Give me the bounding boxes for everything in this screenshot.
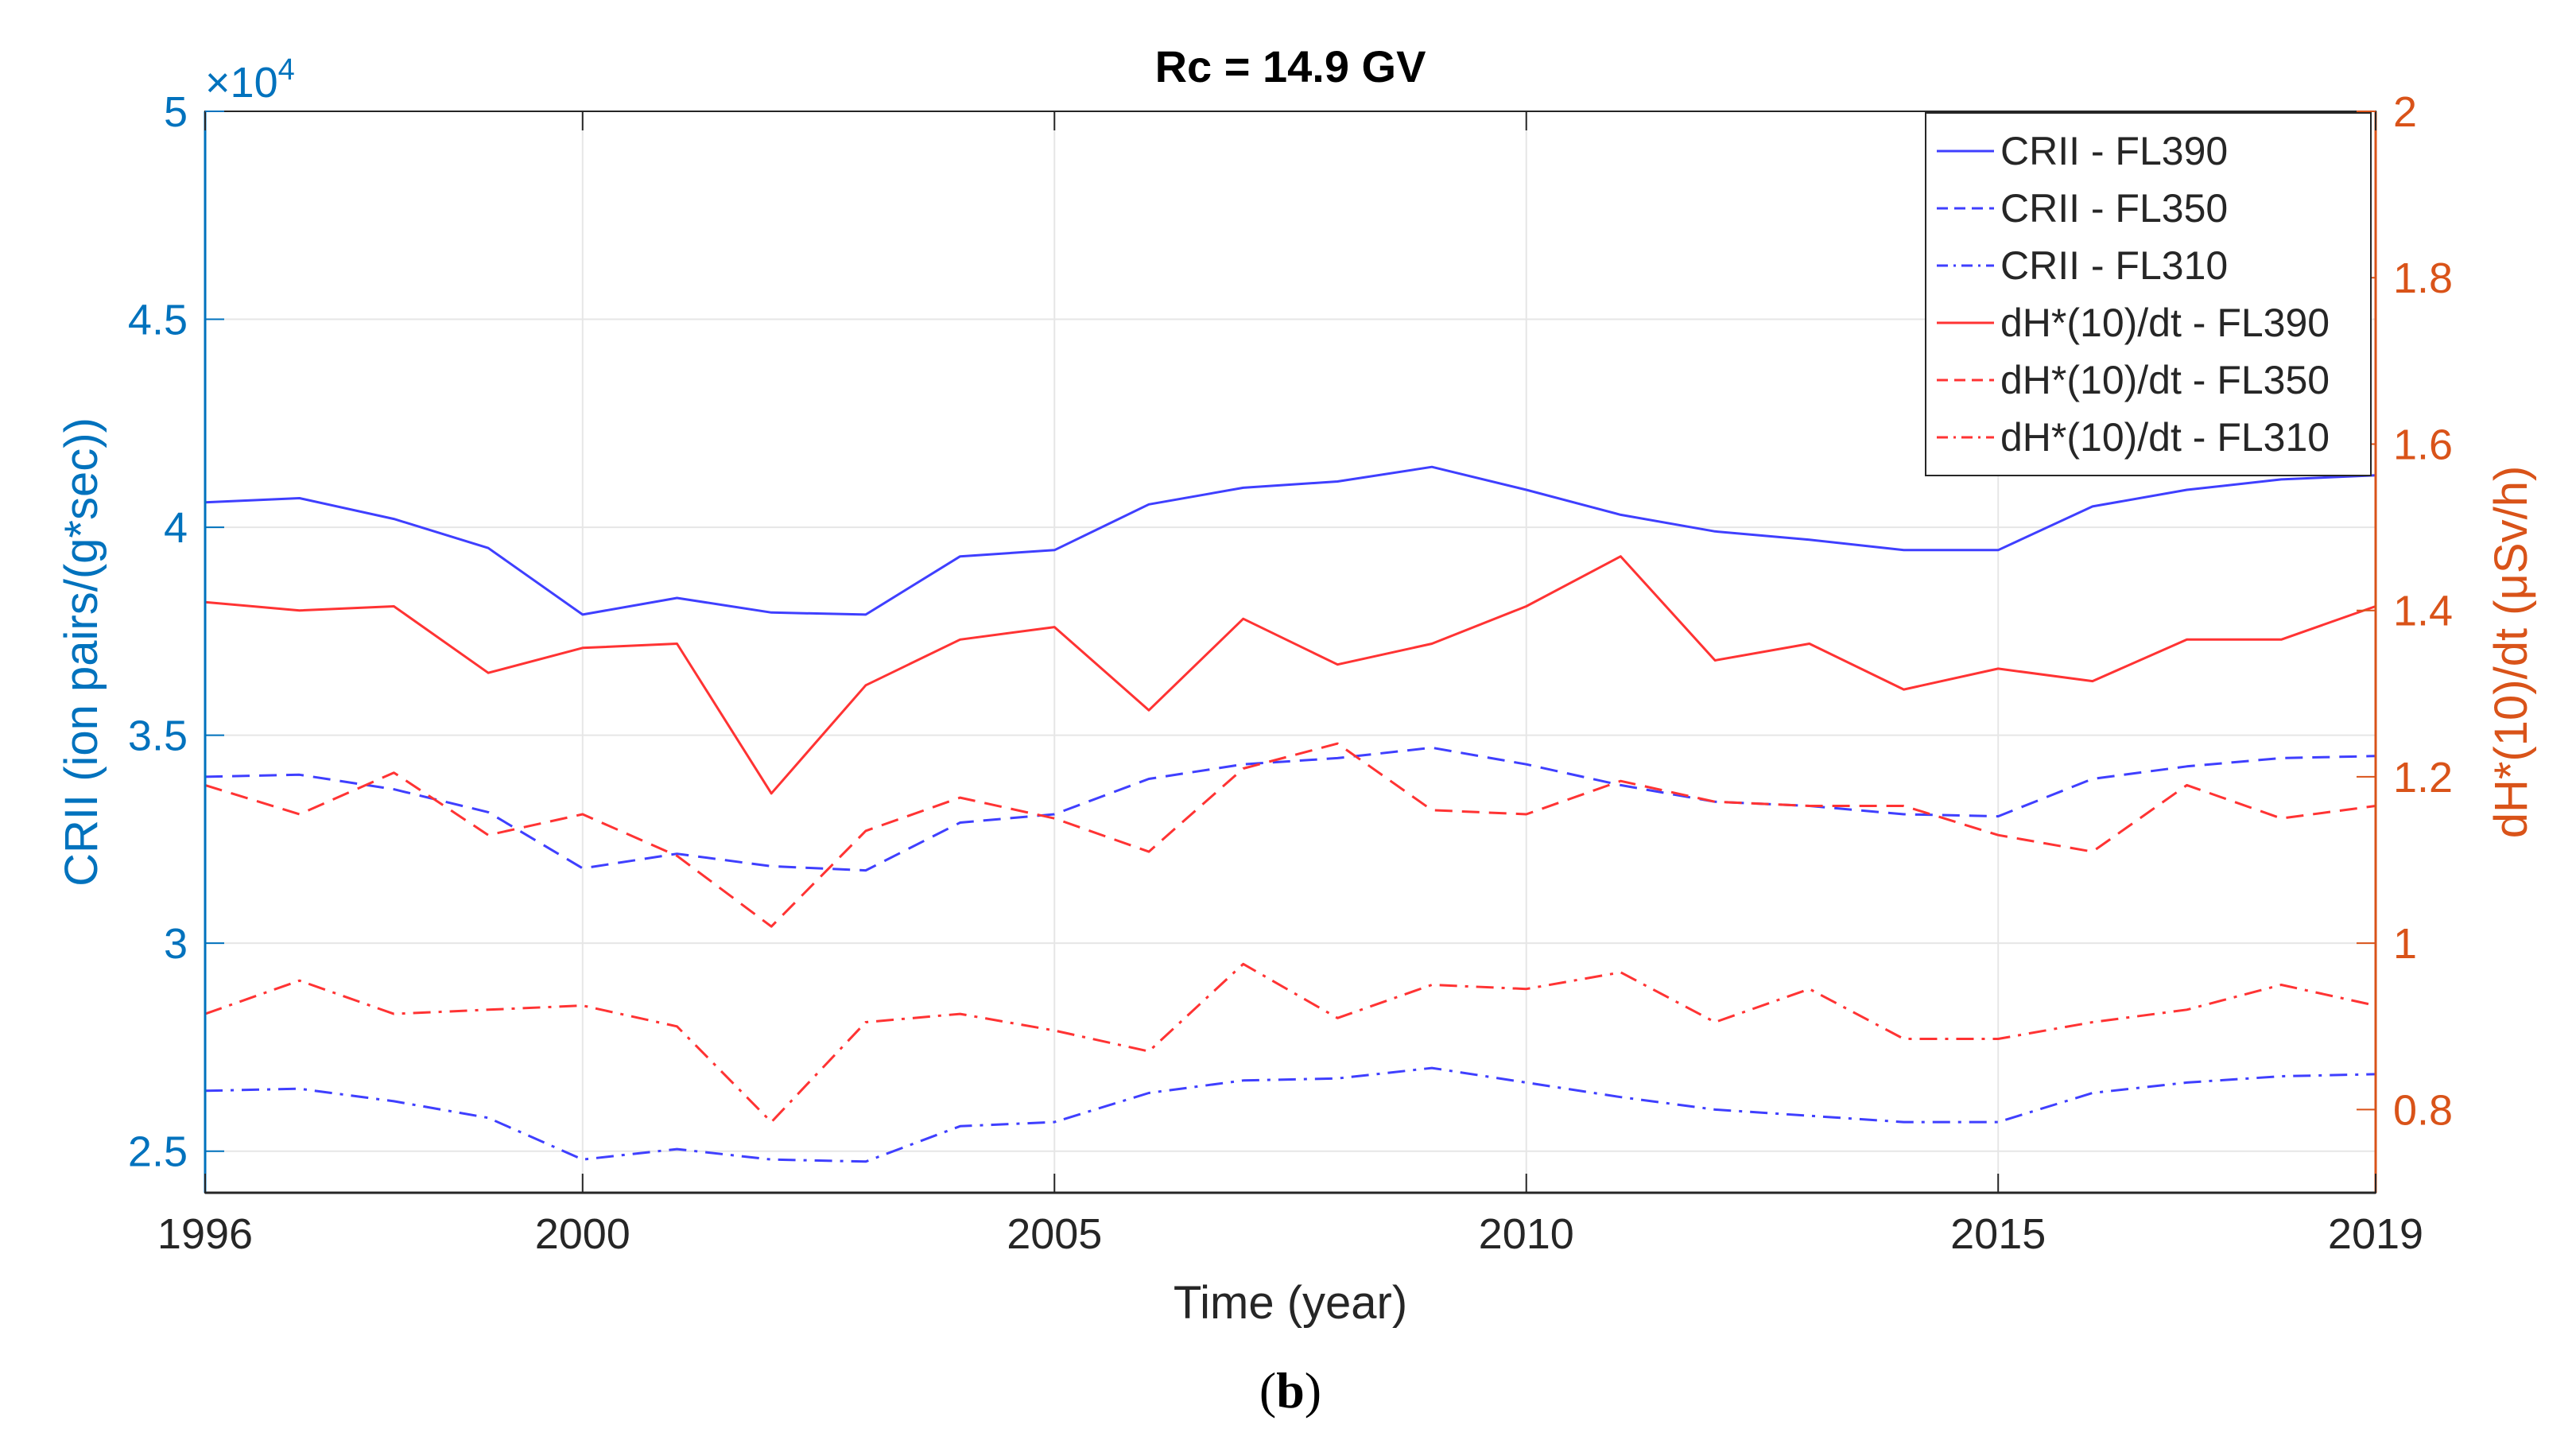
legend-box xyxy=(1925,112,2372,476)
x-axis-label: Time (year) xyxy=(1174,1277,1407,1329)
chart-title: Rc = 14.9 GV xyxy=(1155,41,1426,91)
y-left-tick-label: 3.5 xyxy=(128,712,188,760)
y-right-tick-label: 1.4 xyxy=(2393,588,2453,635)
x-tick-label: 2000 xyxy=(535,1210,630,1258)
y-axis-right-label: dH*(10)/dt (μSv/h) xyxy=(2485,466,2537,839)
caption-close-paren: ) xyxy=(1305,1362,1321,1419)
series-line xyxy=(204,1066,2376,1163)
x-tick-label: 1996 xyxy=(157,1210,253,1258)
x-tick-label: 2019 xyxy=(2328,1210,2423,1258)
y-left-tick-label: 4.5 xyxy=(128,297,188,344)
legend: CRII - FL390 CRII - FL350 CRII - FL310 dH*(… xyxy=(1925,112,2372,476)
series-line xyxy=(204,555,2376,795)
y-right-tick-label: 1.6 xyxy=(2393,421,2453,468)
series-line xyxy=(204,465,2376,616)
left-axis-multiplier-base: ×10 xyxy=(205,59,278,107)
y-right-tick-label: 0.8 xyxy=(2393,1086,2453,1134)
y-left-tick-label: 5 xyxy=(164,88,188,136)
y-axis-left-label: CRII (ion pairs/(g*sec)) xyxy=(56,417,107,887)
y-left-tick-label: 2.5 xyxy=(128,1128,188,1176)
left-axis-multiplier: ×104 xyxy=(205,53,295,107)
y-right-tick-label: 1 xyxy=(2393,920,2417,968)
series-lines xyxy=(204,465,2376,1163)
series-line xyxy=(204,742,2376,928)
series-line xyxy=(204,962,2376,1124)
figure-caption: (b) xyxy=(1259,1362,1321,1419)
x-tick-label: 2005 xyxy=(1007,1210,1102,1258)
series-line xyxy=(204,746,2376,872)
y-right-tick-label: 1.8 xyxy=(2393,254,2453,302)
legend-entry-label: dH*(10)/dt - FL310 xyxy=(2000,415,2330,460)
legend-entry-label: dH*(10)/dt - FL350 xyxy=(2000,358,2330,402)
y-left-tick-label: 3 xyxy=(164,920,188,968)
caption-letter: b xyxy=(1276,1362,1305,1419)
left-axis-multiplier-exponent: 4 xyxy=(278,53,295,87)
legend-entry-label: CRII - FL390 xyxy=(2000,129,2228,173)
caption-open-paren: ( xyxy=(1259,1362,1276,1419)
legend-entry-label: CRII - FL350 xyxy=(2000,186,2228,231)
y-right-tick-label: 2 xyxy=(2393,88,2417,136)
legend-entry-label: CRII - FL310 xyxy=(2000,243,2228,288)
x-tick-label: 2015 xyxy=(1950,1210,2046,1258)
legend-entry-label: dH*(10)/dt - FL390 xyxy=(2000,301,2330,345)
x-tick-label: 2010 xyxy=(1479,1210,1574,1258)
y-right-tick-label: 1.2 xyxy=(2393,754,2453,802)
axes: 1996 2000 2005 2010 2015 2019 2.5 3 3.5 4 4.5 5 0.8 1… xyxy=(128,88,2453,1258)
y-left-tick-label: 4 xyxy=(164,504,188,552)
